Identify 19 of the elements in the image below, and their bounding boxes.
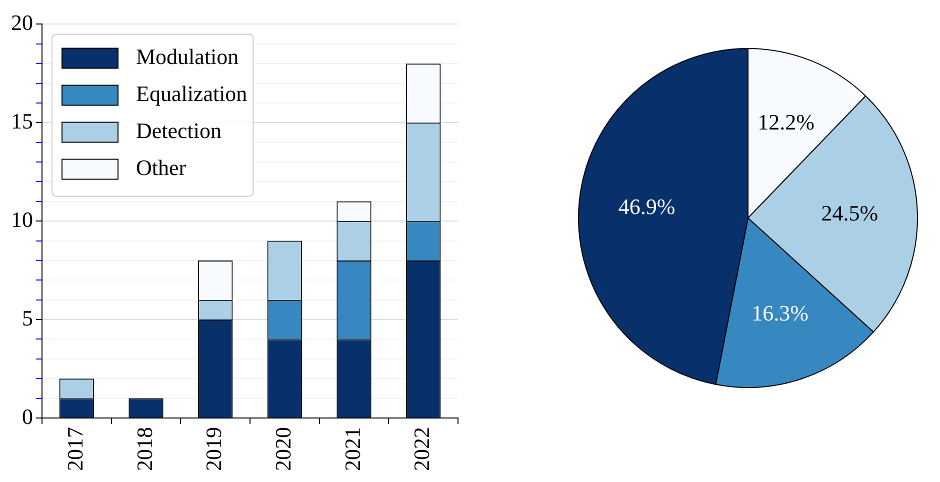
x-tick-label: 2018 [132, 427, 157, 471]
y-tick-label: 5 [22, 305, 33, 330]
y-tick-label: 20 [11, 10, 33, 35]
legend-label: Modulation [136, 44, 239, 69]
x-tick-label: 2022 [409, 427, 434, 471]
y-tick-label: 10 [11, 206, 33, 232]
x-tick-label: 2017 [62, 427, 88, 471]
data-label: 46.9% [618, 194, 676, 220]
data-label: 12.2% [758, 109, 814, 134]
x-tick-label: 2020 [270, 427, 296, 471]
y-tick-label: 0 [22, 404, 33, 429]
legend-label: Other [136, 154, 187, 180]
x-tick-label: 2021 [340, 427, 365, 471]
data-label: 16.3% [752, 300, 808, 326]
legend-label: Equalization [136, 80, 248, 106]
legend-label: Detection [136, 118, 222, 143]
data-label: 24.5% [821, 200, 878, 226]
y-tick-label: 15 [11, 108, 33, 134]
x-tick-label: 2019 [201, 427, 226, 471]
